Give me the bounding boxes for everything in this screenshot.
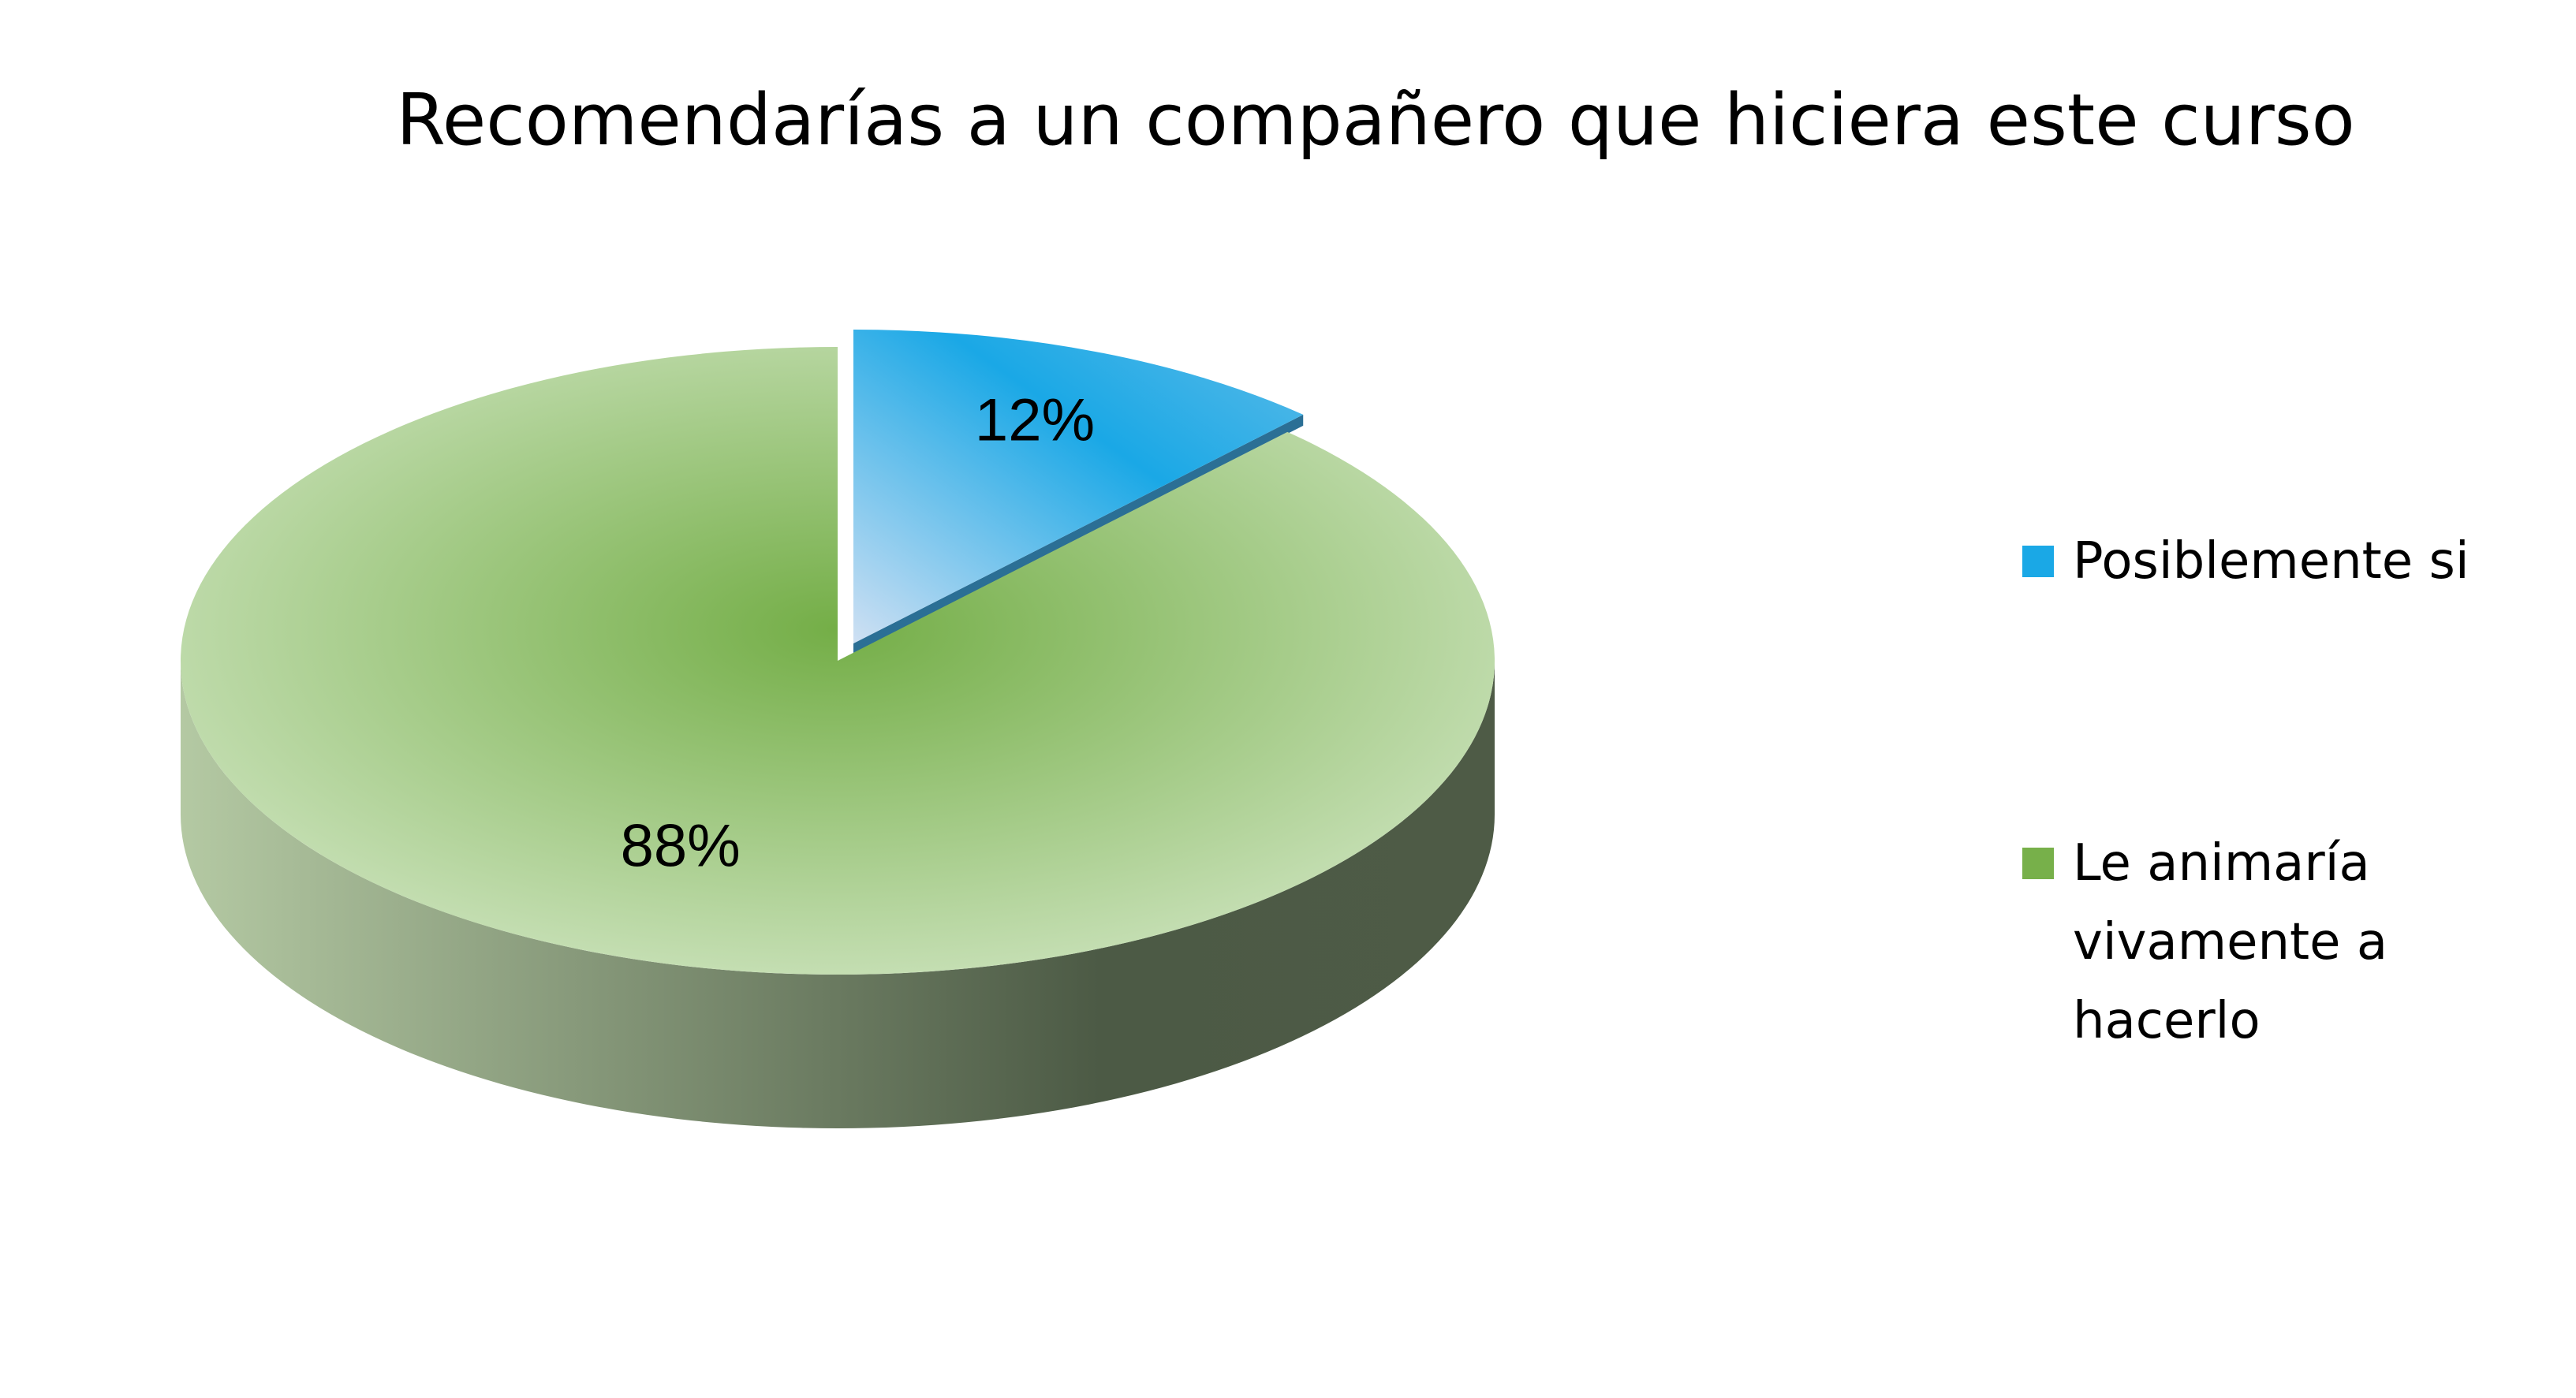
slice-edge	[853, 414, 1304, 654]
chart-title: Recomendarías a un compañero que hiciera…	[396, 79, 2354, 162]
legend-label: Le animaría vivamente a hacerlo	[2073, 834, 2388, 1050]
legend-label: Posiblemente si	[2073, 532, 2470, 591]
pie-slice	[180, 347, 1495, 975]
data-label: 88%	[621, 813, 741, 880]
legend-swatch	[2022, 848, 2054, 879]
legend-swatch	[2022, 546, 2054, 577]
data-label: 12%	[975, 387, 1095, 454]
pie-side	[181, 661, 1495, 1128]
pie-slice	[853, 330, 1304, 643]
